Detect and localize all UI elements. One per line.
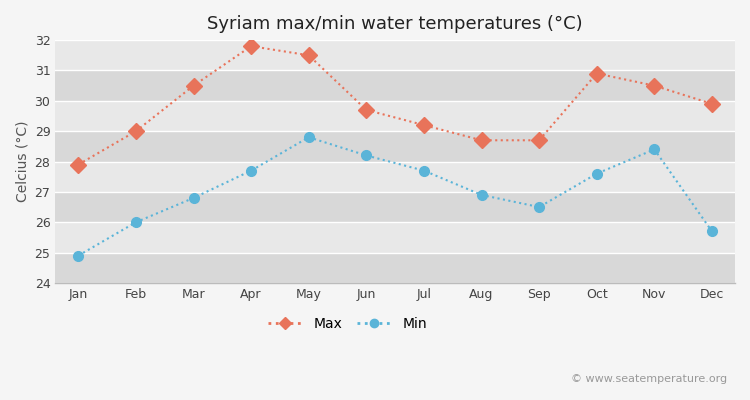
Max xyxy=(419,123,428,128)
Line: Max: Max xyxy=(73,41,718,170)
Max xyxy=(477,138,486,143)
Bar xyxy=(56,70,735,101)
Bar xyxy=(56,162,735,192)
Min xyxy=(535,205,544,210)
Min xyxy=(131,220,140,225)
Bar xyxy=(56,252,735,283)
Min xyxy=(247,168,256,173)
Max xyxy=(592,71,602,76)
Title: Syriam max/min water temperatures (°C): Syriam max/min water temperatures (°C) xyxy=(207,15,583,33)
Y-axis label: Celcius (°C): Celcius (°C) xyxy=(15,121,29,202)
Bar xyxy=(56,222,735,252)
Bar xyxy=(56,40,735,70)
Min xyxy=(419,168,428,173)
Max xyxy=(650,83,658,88)
Min xyxy=(477,192,486,197)
Text: © www.seatemperature.org: © www.seatemperature.org xyxy=(572,374,728,384)
Bar xyxy=(56,131,735,162)
Max xyxy=(304,53,313,58)
Line: Min: Min xyxy=(74,132,717,260)
Min xyxy=(650,147,658,152)
Bar xyxy=(56,192,735,222)
Max xyxy=(131,129,140,134)
Max xyxy=(189,83,198,88)
Min xyxy=(362,153,370,158)
Legend: Max, Min: Max, Min xyxy=(262,312,433,337)
Min xyxy=(304,135,313,140)
Min xyxy=(74,253,82,258)
Min xyxy=(592,171,602,176)
Bar xyxy=(56,101,735,131)
Max xyxy=(247,44,256,48)
Max xyxy=(74,162,82,167)
Min xyxy=(189,196,198,200)
Max xyxy=(535,138,544,143)
Max xyxy=(707,102,716,106)
Max xyxy=(362,108,370,112)
Min xyxy=(707,229,716,234)
